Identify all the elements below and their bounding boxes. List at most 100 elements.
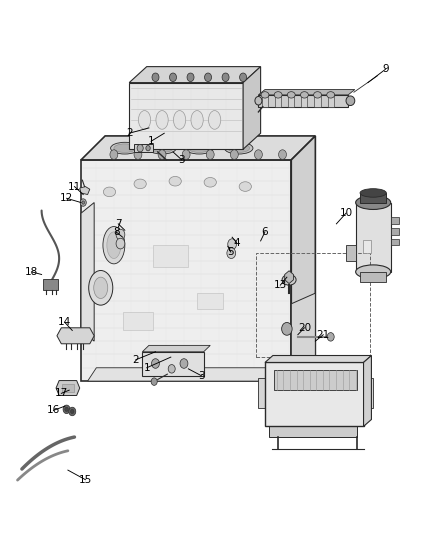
Circle shape — [146, 146, 150, 151]
Circle shape — [110, 150, 118, 159]
Polygon shape — [258, 90, 355, 95]
Ellipse shape — [274, 92, 282, 98]
Ellipse shape — [208, 111, 221, 130]
Circle shape — [63, 405, 70, 414]
Text: 16: 16 — [47, 406, 60, 415]
Circle shape — [137, 144, 143, 152]
Text: 10: 10 — [339, 208, 353, 218]
Ellipse shape — [110, 142, 139, 154]
Ellipse shape — [188, 144, 210, 152]
Ellipse shape — [356, 196, 391, 209]
Polygon shape — [360, 272, 386, 282]
Bar — [256, 253, 370, 357]
Ellipse shape — [282, 274, 296, 285]
Circle shape — [158, 150, 166, 159]
Bar — [197, 293, 223, 309]
Bar — [62, 384, 74, 392]
Text: 3: 3 — [178, 155, 185, 165]
Bar — [269, 426, 357, 437]
Polygon shape — [81, 136, 315, 160]
Circle shape — [205, 73, 212, 82]
Bar — [363, 240, 371, 253]
Polygon shape — [291, 293, 315, 357]
Circle shape — [227, 248, 236, 259]
Bar — [364, 378, 373, 408]
Text: 21: 21 — [317, 330, 330, 340]
Ellipse shape — [314, 92, 321, 98]
Circle shape — [240, 73, 247, 82]
Ellipse shape — [356, 265, 391, 279]
Ellipse shape — [287, 92, 295, 98]
Bar — [356, 203, 391, 272]
Polygon shape — [88, 368, 285, 381]
Circle shape — [80, 199, 86, 206]
Polygon shape — [129, 83, 243, 149]
Bar — [391, 228, 399, 235]
Circle shape — [282, 322, 292, 335]
Bar — [258, 95, 348, 107]
Ellipse shape — [300, 92, 308, 98]
Bar — [43, 279, 58, 290]
Ellipse shape — [169, 176, 181, 186]
Circle shape — [254, 150, 262, 159]
Ellipse shape — [191, 111, 203, 130]
Ellipse shape — [148, 142, 176, 154]
Circle shape — [152, 73, 159, 82]
Polygon shape — [243, 67, 261, 149]
Ellipse shape — [261, 92, 269, 98]
Circle shape — [152, 359, 159, 368]
Circle shape — [71, 409, 74, 414]
Text: 6: 6 — [261, 227, 268, 237]
Circle shape — [182, 150, 190, 159]
Ellipse shape — [103, 187, 116, 197]
Polygon shape — [142, 345, 210, 352]
Text: 14: 14 — [58, 318, 71, 327]
Polygon shape — [364, 356, 371, 426]
Ellipse shape — [255, 96, 262, 105]
Polygon shape — [346, 245, 356, 261]
Circle shape — [65, 407, 68, 411]
Circle shape — [180, 359, 188, 368]
Polygon shape — [57, 328, 94, 344]
Text: 2: 2 — [126, 128, 133, 138]
Ellipse shape — [346, 96, 355, 106]
Circle shape — [230, 150, 238, 159]
Polygon shape — [80, 187, 90, 195]
Circle shape — [116, 229, 125, 240]
Polygon shape — [291, 136, 315, 381]
Ellipse shape — [185, 142, 214, 154]
Bar — [275, 95, 281, 107]
Ellipse shape — [156, 111, 168, 130]
Text: 9: 9 — [382, 64, 389, 74]
Polygon shape — [81, 203, 94, 341]
Bar — [258, 378, 267, 408]
Polygon shape — [56, 381, 80, 395]
Polygon shape — [134, 144, 153, 152]
Text: 1: 1 — [148, 136, 155, 146]
Bar — [360, 193, 386, 203]
Ellipse shape — [228, 144, 250, 152]
Ellipse shape — [114, 144, 136, 152]
Bar — [262, 95, 268, 107]
Polygon shape — [142, 352, 204, 376]
Circle shape — [82, 201, 85, 204]
Bar — [314, 95, 321, 107]
Circle shape — [170, 73, 177, 82]
Text: 5: 5 — [227, 247, 234, 257]
Ellipse shape — [103, 227, 125, 264]
Text: 13: 13 — [274, 280, 287, 290]
Ellipse shape — [151, 144, 173, 152]
Ellipse shape — [327, 92, 335, 98]
Text: 4: 4 — [233, 238, 240, 247]
Text: 2: 2 — [132, 355, 139, 365]
Bar — [328, 95, 334, 107]
Text: 12: 12 — [60, 193, 73, 203]
Ellipse shape — [360, 189, 386, 197]
Bar — [274, 370, 357, 390]
Ellipse shape — [224, 142, 253, 154]
Polygon shape — [81, 160, 291, 381]
Bar — [288, 95, 294, 107]
Circle shape — [327, 333, 334, 341]
Circle shape — [206, 150, 214, 159]
Ellipse shape — [138, 111, 151, 130]
